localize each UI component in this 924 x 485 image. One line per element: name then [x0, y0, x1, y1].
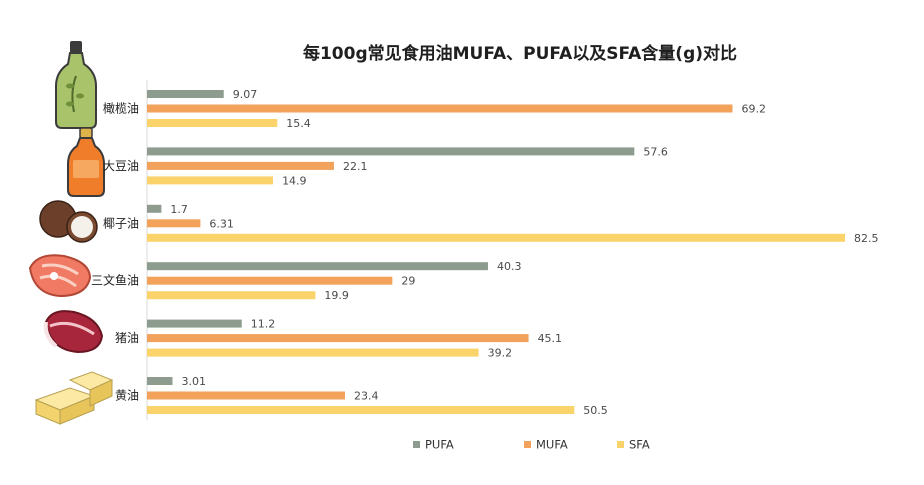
category-label: 三文鱼油: [91, 273, 139, 288]
bar-pufa: [147, 204, 162, 213]
bar-pufa: [147, 377, 173, 385]
coconut-icon: [39, 200, 98, 243]
pork-meat-icon: [43, 310, 104, 354]
legend: PUFA MUFA SFA: [413, 438, 650, 452]
bar-pufa: [147, 319, 242, 328]
data-label: 69.2: [741, 103, 766, 116]
category-label: 椰子油: [103, 215, 139, 230]
data-label: 15.4: [286, 117, 311, 130]
data-label: 29: [401, 275, 415, 288]
data-label: 45.1: [538, 332, 563, 345]
bar-pufa: [147, 90, 224, 98]
data-label: 14.9: [282, 174, 307, 187]
bar-sfa: [147, 233, 845, 242]
data-label: 22.1: [343, 160, 368, 173]
data-label: 1.7: [170, 203, 188, 216]
bar-sfa: [147, 291, 316, 300]
chart-title: 每100g常见食用油MUFA、PUFA以及SFA含量(g)对比: [303, 43, 737, 64]
category-label: 猪油: [115, 331, 139, 345]
bar-sfa: [147, 348, 479, 357]
legend-swatch-mufa: [524, 441, 531, 448]
bar-sfa: [147, 406, 575, 414]
data-label: 9.07: [233, 88, 258, 101]
data-label: 3.01: [181, 375, 206, 388]
data-label: 40.3: [497, 260, 521, 273]
bar-mufa: [147, 276, 393, 285]
butter-icon: [34, 371, 114, 425]
data-label: 19.9: [324, 289, 349, 302]
bar-mufa: [147, 334, 529, 343]
data-label: 57.6: [643, 145, 668, 158]
bar-pufa: [147, 147, 635, 156]
bar-mufa: [147, 391, 345, 400]
bar-mufa: [147, 161, 334, 170]
category-label: 橄榄油: [103, 101, 139, 116]
category-label: 黄油: [115, 389, 139, 403]
category-label: 大豆油: [103, 159, 139, 173]
data-label: 82.5: [854, 232, 879, 245]
plot-area: 橄榄油 9.07 69.2 15.4 大豆油 57.6 22.1 14.9 椰子油 1.7 6.31…: [91, 88, 879, 417]
olive-oil-bottle-icon: [55, 41, 97, 129]
data-label: 6.31: [209, 217, 234, 230]
bar-pufa: [147, 262, 488, 271]
data-label: 39.2: [488, 347, 513, 360]
legend-label-sfa: SFA: [629, 438, 650, 452]
data-label: 23.4: [354, 390, 379, 403]
soybean-oil-bottle-icon: [67, 127, 105, 197]
bar-sfa: [147, 119, 278, 127]
bar-sfa: [147, 176, 274, 185]
legend-label-pufa: PUFA: [425, 438, 454, 452]
bar-mufa: [147, 104, 733, 113]
salmon-steak-icon: [28, 254, 92, 298]
legend-label-mufa: MUFA: [536, 438, 568, 452]
data-label: 50.5: [583, 404, 608, 417]
data-label: 11.2: [251, 318, 276, 331]
bar-mufa: [147, 219, 201, 228]
legend-swatch-sfa: [617, 441, 624, 448]
legend-swatch-pufa: [413, 441, 420, 448]
